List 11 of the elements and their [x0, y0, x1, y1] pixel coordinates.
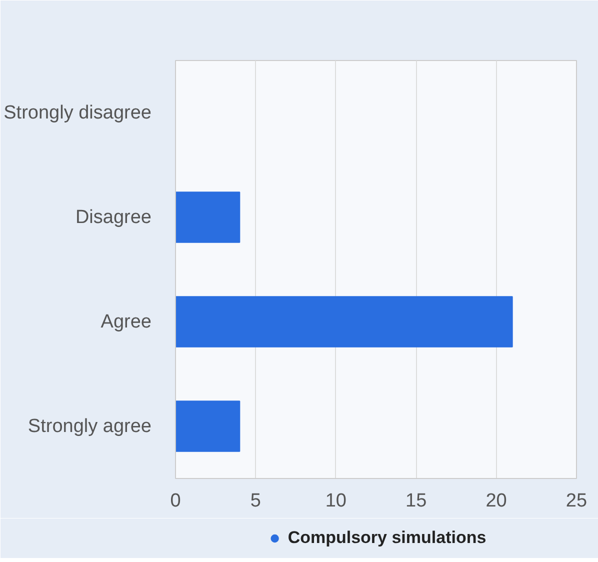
- x-tick-label: 10: [325, 490, 346, 512]
- y-tick-label: Agree: [100, 311, 152, 332]
- x-tick-label: 5: [250, 490, 261, 512]
- x-tick-label: 0: [170, 490, 181, 512]
- x-tick-label: 25: [566, 490, 588, 512]
- y-tick-label: Disagree: [75, 206, 152, 228]
- x-tick-label: 20: [486, 490, 507, 512]
- legend-label: Compulsory simulations: [288, 528, 486, 548]
- y-tick-label: Strongly disagree: [4, 102, 152, 124]
- x-tick-label: 15: [406, 490, 427, 512]
- y-tick-label: Strongly agree: [28, 416, 152, 437]
